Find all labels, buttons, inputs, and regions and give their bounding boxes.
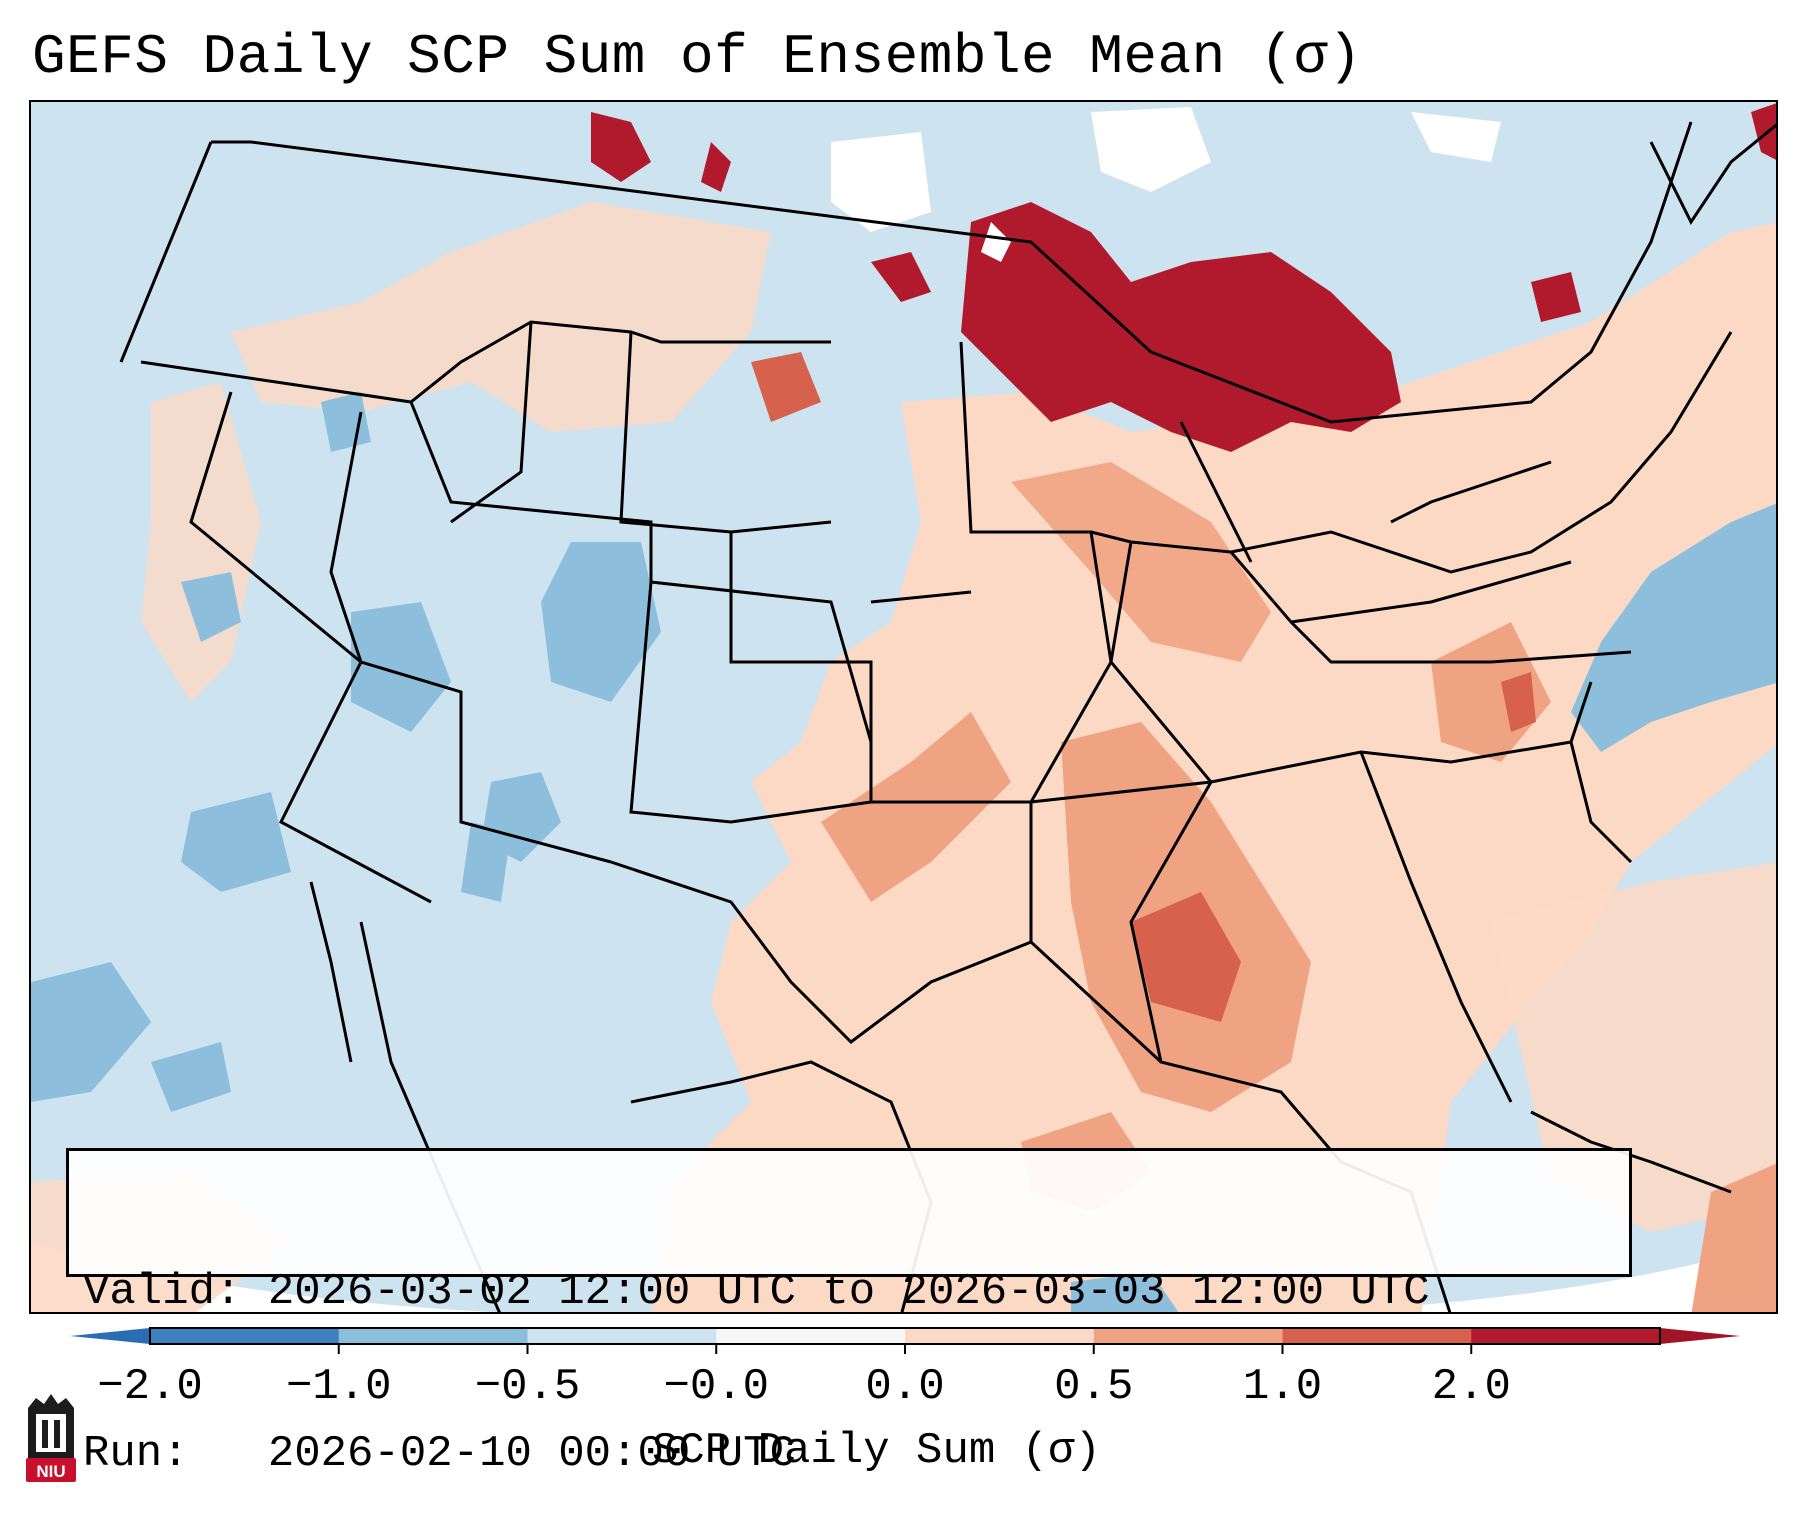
colorbar-bin [1471, 1328, 1661, 1344]
colorbar-tick-label: 1.0 [1242, 1362, 1323, 1412]
scp-map [31, 102, 1776, 1312]
svg-text:NIU: NIU [36, 1462, 65, 1481]
colorbar-bin [905, 1328, 1095, 1344]
field-positive-high [751, 352, 1536, 1022]
colorbar-tick-label: −0.0 [663, 1362, 770, 1412]
run-time-text: Run: 2026-02-10 00:00 UTC [83, 1429, 796, 1479]
colorbar-bin [527, 1328, 717, 1344]
field-positive-extreme [591, 103, 1776, 452]
boundary-lines [119, 121, 1776, 1312]
colorbar-label: SCP Daily Sum (σ) [652, 1426, 1101, 1476]
colorbar-outline [149, 1327, 1661, 1345]
field-negative-mid [31, 392, 1776, 1312]
valid-time-text: Valid: 2026-03-02 12:00 UTC to 2026-03-0… [83, 1267, 1430, 1317]
colorbar-bin [1282, 1328, 1472, 1344]
colorbar-bin [150, 1328, 340, 1344]
field-near-zero [831, 107, 1501, 262]
field-positive-low [31, 202, 1776, 1312]
colorbar-tick-label: −2.0 [97, 1362, 203, 1412]
colorbar-tick-label: 0.5 [1054, 1362, 1134, 1412]
colorbar-tick-label: −1.0 [285, 1362, 392, 1412]
niu-logo: NIU [26, 1394, 76, 1482]
colorbar-extend-low [70, 1328, 150, 1344]
colorbar-extend-high [1660, 1328, 1740, 1344]
colorbar-bin [1093, 1328, 1283, 1344]
map-panel [29, 100, 1778, 1314]
colorbar [70, 1327, 1740, 1354]
colorbar-tick-label: 2.0 [1431, 1362, 1511, 1412]
projection-corner-right [1320, 1243, 1776, 1312]
map-title: GEFS Daily SCP Sum of Ensemble Mean (σ) [32, 25, 1363, 89]
colorbar-tick-label: 0.0 [865, 1362, 945, 1412]
colorbar-tick-label: −0.5 [474, 1362, 581, 1412]
valid-run-info-box: Valid: 2026-03-02 12:00 UTC to 2026-03-0… [66, 1148, 1632, 1479]
colorbar-bin [716, 1328, 906, 1344]
colorbar-bin [338, 1328, 528, 1344]
